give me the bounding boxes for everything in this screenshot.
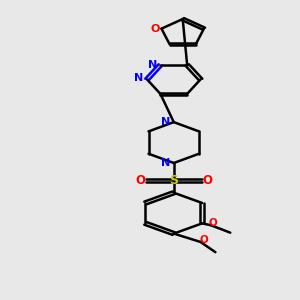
Text: N: N <box>134 74 143 83</box>
Text: N: N <box>148 60 158 70</box>
Text: O: O <box>150 24 160 34</box>
Text: O: O <box>136 174 146 187</box>
Text: S: S <box>169 174 178 187</box>
Text: O: O <box>208 218 217 228</box>
Text: O: O <box>199 235 208 245</box>
Text: N: N <box>161 158 170 168</box>
Text: N: N <box>161 117 170 127</box>
Text: O: O <box>202 174 212 187</box>
